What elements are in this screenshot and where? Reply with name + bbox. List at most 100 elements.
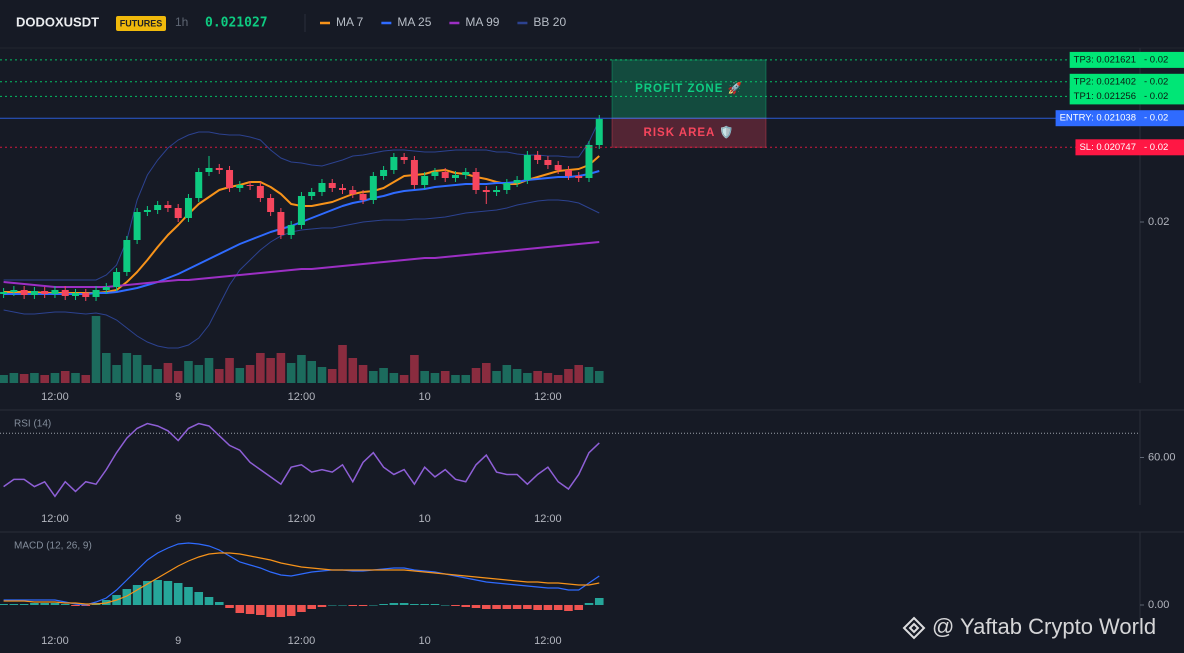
candle-body	[328, 183, 336, 188]
level-label: TP2: 0.021402	[1074, 76, 1136, 87]
histogram-bar	[461, 605, 471, 607]
volume-bar	[338, 345, 347, 383]
volume-bar	[245, 365, 255, 383]
candle-body	[390, 157, 398, 170]
histogram-bar	[30, 603, 39, 605]
histogram-bar	[451, 605, 460, 606]
volume-bar	[204, 358, 214, 383]
volume-bar	[594, 371, 604, 383]
volume-bar	[91, 316, 101, 383]
volume-bar	[399, 375, 409, 383]
x-tick-label: 9	[175, 513, 181, 525]
header: DODOXUSDT FUTURES 1h 0.021027	[16, 14, 306, 32]
volume-bar	[492, 371, 501, 383]
level-label: TP1: 0.021256	[1074, 91, 1136, 102]
candle-body	[113, 272, 121, 287]
histogram-bar	[574, 605, 584, 610]
histogram-bar	[276, 605, 286, 617]
volume-bar	[102, 353, 111, 383]
volume-bar	[358, 365, 368, 383]
candle-body	[564, 170, 572, 176]
volume-bar	[348, 358, 358, 383]
x-tick-label: 10	[419, 513, 431, 525]
x-tick-label: 9	[175, 391, 181, 403]
histogram-bar	[194, 592, 204, 605]
volume-bar	[286, 363, 296, 383]
rsi-line	[3, 422, 600, 498]
candle-body	[318, 183, 326, 192]
candle-body	[256, 186, 264, 198]
candle-body	[441, 172, 449, 178]
volume-bar	[30, 373, 39, 383]
volume-bar	[40, 375, 49, 383]
candle-body	[51, 290, 59, 294]
legend-label: MA 25	[397, 15, 431, 29]
x-tick-label: 12:00	[288, 513, 316, 525]
candle-body	[287, 225, 295, 235]
bb-lower	[3, 199, 600, 349]
histogram-bar	[214, 602, 224, 605]
candle-body	[102, 287, 110, 290]
candle-body	[123, 240, 131, 272]
x-tick-label: 10	[419, 391, 431, 403]
level-label: ENTRY: 0.021038	[1060, 113, 1136, 124]
candle-body	[277, 212, 285, 235]
candle-body	[246, 185, 254, 186]
watermark: @ Yaftab Crypto World	[902, 614, 1156, 640]
candle-body	[431, 172, 439, 176]
candle-body	[174, 208, 182, 218]
volume-bar	[19, 374, 29, 383]
candle-body	[10, 290, 18, 292]
badge-bg	[116, 16, 166, 31]
histogram-bar	[584, 603, 594, 605]
histogram-bar	[523, 605, 532, 609]
volume-bar	[60, 371, 70, 383]
histogram-bar	[420, 604, 429, 605]
panel-title: MACD (12, 26, 9)	[14, 541, 92, 552]
volume-bar	[317, 367, 327, 383]
candle-body	[595, 119, 603, 145]
candle-body	[236, 185, 244, 188]
histogram-bar	[0, 604, 8, 605]
volume-bar	[327, 369, 337, 383]
level-axis-tag	[1140, 88, 1184, 105]
volume-bar	[173, 371, 183, 383]
candle-body	[410, 160, 418, 185]
candle-body	[61, 290, 69, 296]
histogram-bar	[481, 605, 491, 609]
candle-body	[503, 183, 511, 190]
histogram-bar	[256, 605, 265, 615]
histogram-bar	[286, 605, 296, 616]
candle-body	[20, 290, 28, 295]
histogram-bar	[327, 605, 337, 606]
candle-body	[215, 168, 223, 170]
level-tag	[1075, 139, 1140, 156]
volume-bar	[214, 369, 224, 383]
volume-bar	[132, 355, 142, 383]
candle-body	[534, 155, 542, 160]
histogram-bar	[564, 605, 573, 611]
histogram-bar	[19, 604, 29, 605]
legend-label: MA 7	[336, 15, 364, 29]
level-axis-label: - 0.02	[1144, 142, 1168, 153]
level-axis-tag	[1140, 110, 1184, 127]
histogram-bar	[60, 604, 70, 605]
candle-body	[482, 190, 490, 192]
signal-line	[3, 552, 600, 605]
candle-body	[451, 175, 459, 178]
histogram-bar	[399, 603, 409, 605]
y-tick-label: 0.00	[1148, 599, 1169, 611]
candle-body	[339, 188, 347, 190]
histogram-bar	[410, 604, 419, 605]
candle-body	[154, 205, 162, 210]
legend-label: MA 99	[465, 15, 499, 29]
volume-bar	[369, 371, 378, 383]
volume-bar	[420, 371, 429, 383]
candle-body	[0, 292, 8, 294]
histogram-bar	[389, 603, 399, 605]
volume-bar	[543, 373, 553, 383]
volume-bar	[502, 365, 512, 383]
volume-bar	[71, 373, 80, 383]
volume-bar	[194, 365, 204, 383]
